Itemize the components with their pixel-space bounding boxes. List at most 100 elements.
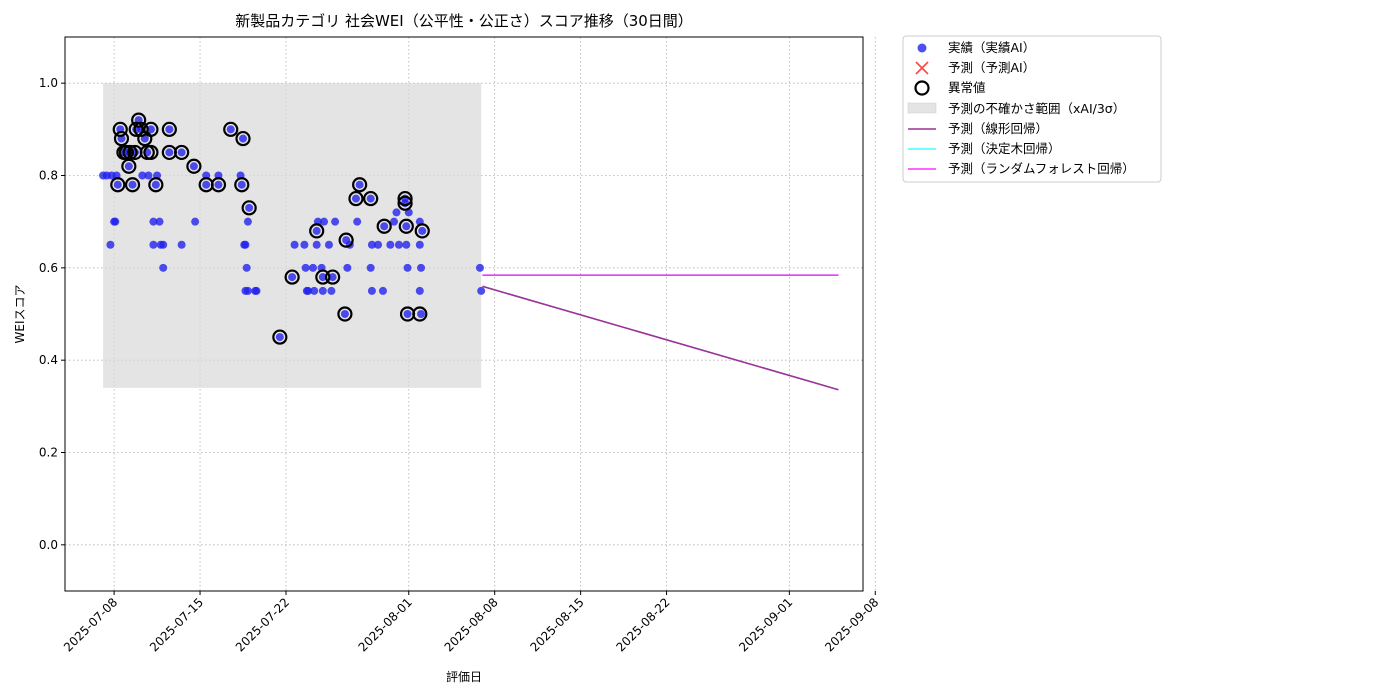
actual-point bbox=[165, 125, 174, 134]
legend-forecast-label: 予測（予測AI） bbox=[948, 60, 1035, 75]
actual-point bbox=[288, 273, 297, 282]
actual-point bbox=[331, 217, 340, 226]
actual-point bbox=[366, 263, 375, 272]
anomaly-point bbox=[223, 121, 239, 137]
y-axis: 0.0 0.2 0.4 0.6 0.8 1.0 bbox=[39, 76, 65, 552]
anomaly-point bbox=[397, 190, 413, 207]
actual-point bbox=[159, 263, 168, 272]
x-tick-label: 2025-07-08 bbox=[61, 595, 120, 654]
actual-point bbox=[243, 217, 252, 226]
actual-point bbox=[243, 286, 252, 295]
actual-point bbox=[177, 240, 186, 249]
actual-point bbox=[343, 263, 352, 272]
anomaly-point bbox=[174, 144, 190, 161]
forecast-line-linear bbox=[482, 285, 839, 391]
actual-point bbox=[378, 286, 387, 295]
actual-point bbox=[318, 273, 327, 282]
actual-point bbox=[403, 310, 412, 318]
actual-point bbox=[402, 222, 411, 231]
anomaly-point bbox=[414, 223, 430, 239]
plot-area bbox=[64, 36, 876, 592]
actual-point bbox=[202, 180, 211, 189]
actual-point bbox=[402, 240, 411, 249]
anomaly-point bbox=[122, 144, 138, 161]
x-tick-label: 2025-09-08 bbox=[822, 595, 881, 654]
actual-point bbox=[138, 171, 147, 180]
actual-point bbox=[310, 286, 319, 295]
anomaly-points-layer bbox=[110, 112, 430, 345]
anomaly-point bbox=[398, 218, 414, 234]
actual-point bbox=[351, 194, 360, 203]
anomaly-point bbox=[272, 329, 288, 345]
actual-point bbox=[308, 263, 317, 272]
legend-uncertainty-swatch bbox=[907, 102, 937, 114]
actual-point bbox=[403, 263, 412, 272]
actual-point bbox=[312, 240, 321, 249]
actual-point bbox=[146, 125, 155, 134]
legend-uncertainty-label: 予測の不確かさ範囲（xAI/3σ） bbox=[948, 101, 1125, 116]
actual-point bbox=[177, 148, 186, 157]
actual-point bbox=[300, 240, 309, 249]
actual-points-layer bbox=[99, 116, 486, 342]
anomaly-point bbox=[186, 158, 202, 174]
actual-point bbox=[392, 208, 401, 217]
anomaly-point bbox=[412, 306, 428, 322]
legend-forest-label: 予測（ランダムフォレスト回帰） bbox=[948, 161, 1135, 176]
anomaly-point bbox=[241, 200, 257, 216]
forecast-lines-layer bbox=[482, 274, 839, 391]
anomaly-point bbox=[363, 190, 379, 207]
actual-point bbox=[128, 180, 137, 189]
actual-point bbox=[386, 240, 395, 249]
anomaly-point bbox=[315, 269, 331, 285]
actual-point bbox=[374, 240, 383, 249]
actual-point bbox=[149, 240, 158, 249]
actual-point bbox=[353, 217, 362, 226]
plot-frame bbox=[64, 36, 864, 592]
actual-point bbox=[144, 171, 153, 180]
anomaly-point bbox=[161, 121, 177, 137]
chart-title: 新製品カテゴリ 社会WEI（公平性・公正さ）スコア推移（30日間） bbox=[235, 12, 693, 30]
legend-frame bbox=[902, 35, 1162, 183]
x-axis-title: 評価日 bbox=[446, 669, 482, 684]
x-tick-label: 2025-08-22 bbox=[613, 595, 672, 654]
y-axis-title: WEIスコア bbox=[13, 285, 27, 344]
y-tick-label: 0.2 bbox=[39, 446, 58, 460]
actual-point bbox=[367, 286, 376, 295]
anomaly-point bbox=[124, 177, 141, 193]
anomaly-point bbox=[325, 269, 341, 285]
anomaly-point bbox=[352, 177, 368, 193]
actual-point bbox=[328, 273, 337, 282]
actual-point bbox=[355, 180, 364, 189]
y-tick-label: 1.0 bbox=[39, 76, 58, 90]
actual-point bbox=[418, 226, 427, 235]
x-axis: 2025-07-08 2025-07-15 2025-07-22 2025-08-01… bbox=[61, 591, 881, 654]
anomaly-point bbox=[131, 112, 147, 128]
actual-point bbox=[241, 240, 250, 249]
legend: 実績（実績AI） 予測（予測AI） 異常値 予測の不確かさ範囲（xAI/3σ） … bbox=[902, 35, 1162, 183]
anomaly-point bbox=[234, 177, 250, 193]
legend-anomaly-marker bbox=[914, 80, 930, 96]
actual-point bbox=[242, 263, 251, 272]
actual-point bbox=[475, 263, 484, 272]
actual-point bbox=[367, 240, 376, 249]
actual-point bbox=[245, 203, 254, 212]
anomaly-point bbox=[143, 144, 159, 161]
actual-point bbox=[301, 263, 310, 272]
actual-point bbox=[415, 240, 424, 249]
x-tick-label: 2025-09-01 bbox=[736, 595, 795, 654]
actual-point bbox=[340, 310, 349, 318]
actual-point bbox=[415, 286, 424, 295]
anomaly-point bbox=[210, 177, 227, 193]
uncertainty-band-layer bbox=[103, 83, 482, 388]
anomaly-point bbox=[397, 195, 413, 211]
anomaly-point bbox=[235, 130, 251, 147]
anomaly-point bbox=[143, 121, 159, 137]
anomaly-point bbox=[338, 232, 354, 248]
anomaly-point bbox=[337, 306, 353, 322]
actual-point bbox=[417, 263, 426, 272]
actual-point bbox=[366, 194, 375, 203]
legend-linear-label: 予測（線形回帰） bbox=[948, 121, 1048, 136]
anomaly-point bbox=[133, 121, 149, 137]
y-tick-label: 0.8 bbox=[39, 169, 58, 183]
